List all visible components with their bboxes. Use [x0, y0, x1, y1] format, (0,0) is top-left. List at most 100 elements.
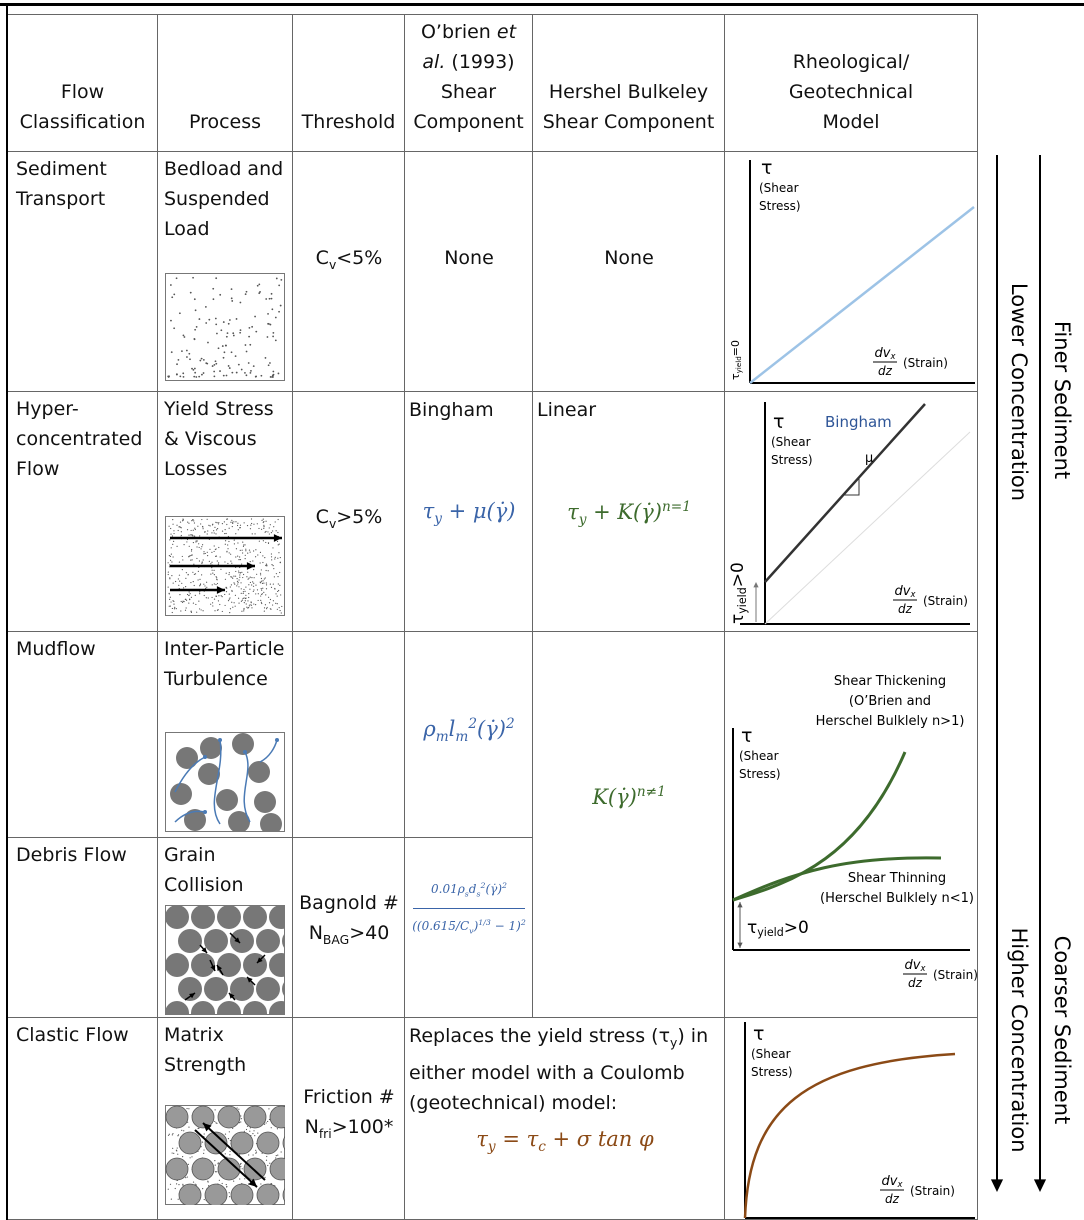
dot	[215, 277, 218, 280]
dot	[171, 1152, 173, 1154]
dot	[188, 534, 190, 536]
dot	[214, 1120, 216, 1123]
dot	[189, 593, 191, 595]
dot	[276, 1128, 279, 1130]
dot	[231, 562, 233, 564]
dot	[200, 357, 203, 360]
dot	[190, 610, 192, 612]
dot	[270, 553, 273, 555]
illustration	[165, 1105, 285, 1205]
particle	[230, 1183, 254, 1205]
dot	[280, 1151, 282, 1153]
dot	[269, 524, 271, 526]
dot	[265, 588, 268, 590]
dot	[213, 550, 215, 553]
dot	[188, 594, 190, 596]
dot	[232, 577, 234, 579]
text-segment: al.	[422, 51, 446, 73]
classification-cell	[8, 152, 158, 392]
dot	[212, 287, 215, 290]
dot	[175, 608, 177, 610]
text-segment: C	[315, 247, 329, 269]
dot	[225, 374, 228, 377]
dot	[216, 332, 218, 335]
dot	[219, 603, 221, 606]
dot	[265, 541, 267, 544]
dot	[195, 603, 197, 606]
dot	[274, 587, 276, 590]
dot	[244, 344, 247, 346]
dot	[262, 587, 264, 589]
text-segment: x	[896, 1179, 903, 1189]
dot	[217, 347, 220, 350]
dot	[277, 583, 279, 585]
dot	[264, 357, 267, 359]
text-segment: 2	[502, 881, 507, 890]
process-cell	[158, 152, 293, 392]
dot	[249, 343, 252, 346]
dot	[193, 520, 195, 522]
dot	[239, 331, 242, 334]
dot	[190, 529, 192, 532]
data-curve	[732, 856, 942, 902]
threshold: Cv<5%	[293, 243, 405, 280]
eddy-tip	[243, 750, 247, 754]
dot	[225, 532, 227, 535]
dot	[198, 543, 200, 545]
dot	[201, 562, 203, 565]
dot	[226, 332, 229, 334]
dot	[185, 598, 187, 600]
dot	[256, 284, 259, 287]
dot	[195, 325, 198, 328]
text-segment: − 1)	[490, 919, 521, 934]
dot	[208, 1185, 210, 1187]
dot	[211, 584, 213, 586]
particle	[204, 977, 228, 1001]
dot	[214, 360, 217, 363]
dot	[191, 549, 193, 551]
dot	[216, 560, 218, 562]
dot	[182, 1183, 184, 1185]
dot	[265, 584, 268, 586]
dot	[239, 526, 241, 529]
dot	[272, 530, 274, 532]
dot	[243, 608, 245, 610]
dot	[223, 521, 225, 523]
dot	[242, 541, 244, 543]
dot	[253, 1130, 255, 1132]
dot	[224, 532, 226, 535]
tau: τ	[773, 411, 784, 433]
dot	[268, 533, 270, 535]
dot	[206, 586, 208, 588]
dot	[277, 372, 280, 375]
formula: τy + K(γ̇)n=1	[533, 499, 725, 528]
dot	[173, 608, 176, 610]
text-segment: c	[538, 1139, 546, 1156]
dot	[231, 519, 233, 521]
dot	[180, 527, 182, 529]
dot	[246, 606, 248, 608]
dot	[226, 518, 229, 520]
particle	[165, 953, 189, 977]
header-top	[8, 14, 978, 15]
dot	[239, 301, 242, 304]
dot	[266, 564, 268, 566]
dot	[253, 582, 255, 584]
dot	[191, 1156, 193, 1158]
dot	[238, 586, 240, 588]
dot	[264, 577, 266, 579]
dot	[189, 358, 191, 361]
dot	[252, 581, 254, 583]
graph: τ (Shear Stress) dvx dz (Strain)	[743, 1022, 975, 1219]
header-text: O’brien et al. (1993) Shear Component	[407, 17, 531, 137]
text-segment: x	[919, 963, 926, 973]
text-segment: >0	[784, 918, 809, 938]
dot	[253, 603, 255, 605]
text-segment: yield	[757, 926, 784, 939]
dot	[263, 582, 265, 584]
particle	[230, 1131, 254, 1155]
dot	[187, 574, 189, 576]
text-segment: 2	[468, 716, 477, 732]
dot	[199, 593, 201, 595]
dot	[236, 577, 238, 580]
